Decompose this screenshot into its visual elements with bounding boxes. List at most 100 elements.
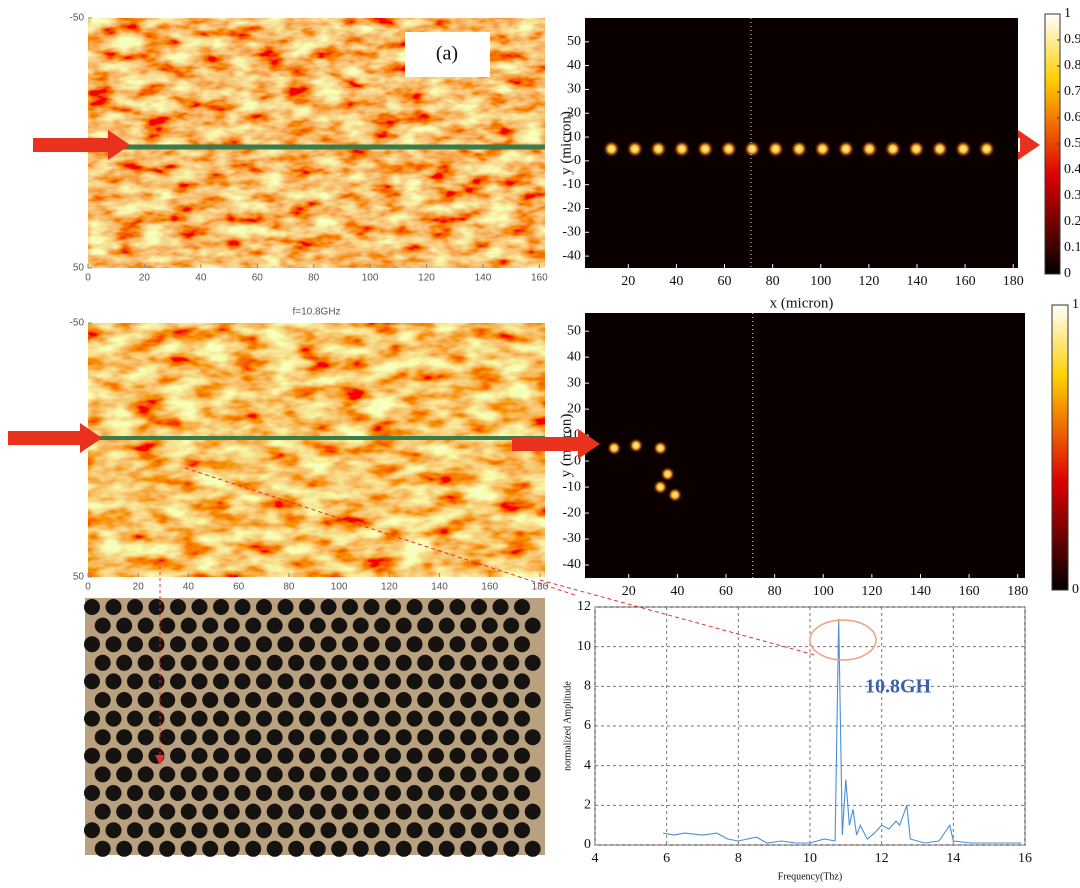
y-tick-label: 10 [567, 129, 581, 144]
hole [266, 840, 283, 857]
colorbar-tick-label: 0.4 [1064, 162, 1080, 177]
field-spot [720, 140, 737, 157]
hole [116, 840, 133, 857]
hole [406, 673, 423, 690]
field-spot [838, 140, 855, 157]
hole [395, 840, 412, 857]
hole [256, 710, 272, 727]
hole [320, 599, 337, 615]
x-tick-label: 160 [955, 274, 976, 289]
hole [245, 766, 262, 783]
hole [170, 636, 186, 653]
hole [352, 729, 369, 746]
hole [170, 710, 186, 727]
y-tick-label: 30 [567, 375, 581, 390]
hole [342, 747, 358, 764]
panel-title: f=10.8GHz [292, 307, 340, 318]
panel: 4 6 8 10 12 14 16 0 2 4 6 8 10 12 Frequency(Thz) normal… [562, 599, 1032, 882]
hole [395, 692, 412, 708]
hole [116, 617, 133, 634]
hole [223, 840, 240, 857]
hole [191, 636, 208, 653]
hole [234, 636, 251, 653]
hole [202, 766, 219, 783]
hole [180, 617, 197, 634]
hole [406, 822, 423, 839]
hole [406, 636, 423, 653]
hole [288, 692, 305, 708]
hole [438, 729, 455, 746]
hole [481, 803, 498, 820]
hole [514, 673, 530, 690]
hole [524, 654, 541, 671]
x-tick-label: 12 [875, 851, 889, 866]
hole [524, 766, 541, 783]
x-tick-label: 8 [735, 851, 742, 866]
y-tick-label: -40 [562, 557, 581, 572]
x-tick-label: 100 [331, 582, 348, 593]
hole [277, 673, 294, 690]
x-tick-label: 4 [592, 851, 599, 866]
hole [223, 692, 240, 708]
field-spot [667, 487, 682, 502]
hole [374, 654, 391, 671]
hole [524, 840, 541, 857]
hole [245, 803, 262, 820]
hole [514, 747, 530, 764]
hole [213, 747, 229, 764]
x-tick-label: 140 [910, 584, 931, 599]
hole [352, 840, 369, 857]
hole [266, 654, 283, 671]
hole [385, 785, 401, 801]
hole [223, 729, 240, 746]
hole [352, 692, 369, 708]
hole [234, 710, 251, 727]
hole [191, 710, 208, 727]
hole [159, 729, 176, 746]
y-tick-label: -30 [562, 531, 581, 546]
hole [438, 617, 455, 634]
x-tick-label: 100 [362, 273, 379, 284]
x-tick-label: 80 [766, 274, 780, 289]
colorbar-tick-label: 0.1 [1064, 240, 1080, 255]
red-arrow [512, 429, 600, 459]
hole [94, 654, 111, 671]
hole [514, 636, 530, 653]
hole [288, 803, 305, 820]
hole [449, 710, 466, 727]
hole [503, 803, 520, 820]
hole [331, 692, 348, 708]
y-axis-label: y (micron) [558, 111, 574, 175]
hole [137, 654, 154, 671]
hole [94, 617, 111, 634]
sample-photo [84, 598, 545, 857]
hole [116, 803, 133, 820]
colorbar-tick-label: 0.2 [1064, 214, 1080, 229]
hole [395, 729, 412, 746]
hole [191, 747, 208, 764]
hole [428, 599, 444, 615]
hole [309, 840, 326, 857]
hole [180, 803, 197, 820]
hole [277, 710, 294, 727]
x-tick-label: 80 [283, 582, 295, 593]
hole [180, 692, 197, 708]
hole [105, 785, 122, 801]
hole [277, 636, 294, 653]
y-tick-label: 50 [73, 263, 85, 274]
y-tick-label: -10 [562, 177, 581, 192]
hole [449, 599, 466, 615]
hole [342, 636, 358, 653]
hole [277, 599, 294, 615]
field-spot [767, 140, 784, 157]
y-tick-label: 50 [73, 572, 85, 583]
hole [352, 766, 369, 783]
hole [256, 599, 272, 615]
hole [127, 673, 143, 690]
hole [481, 654, 498, 671]
hole [438, 692, 455, 708]
hole [514, 710, 530, 727]
hole [428, 673, 444, 690]
label-box [405, 32, 490, 77]
hole [481, 692, 498, 708]
